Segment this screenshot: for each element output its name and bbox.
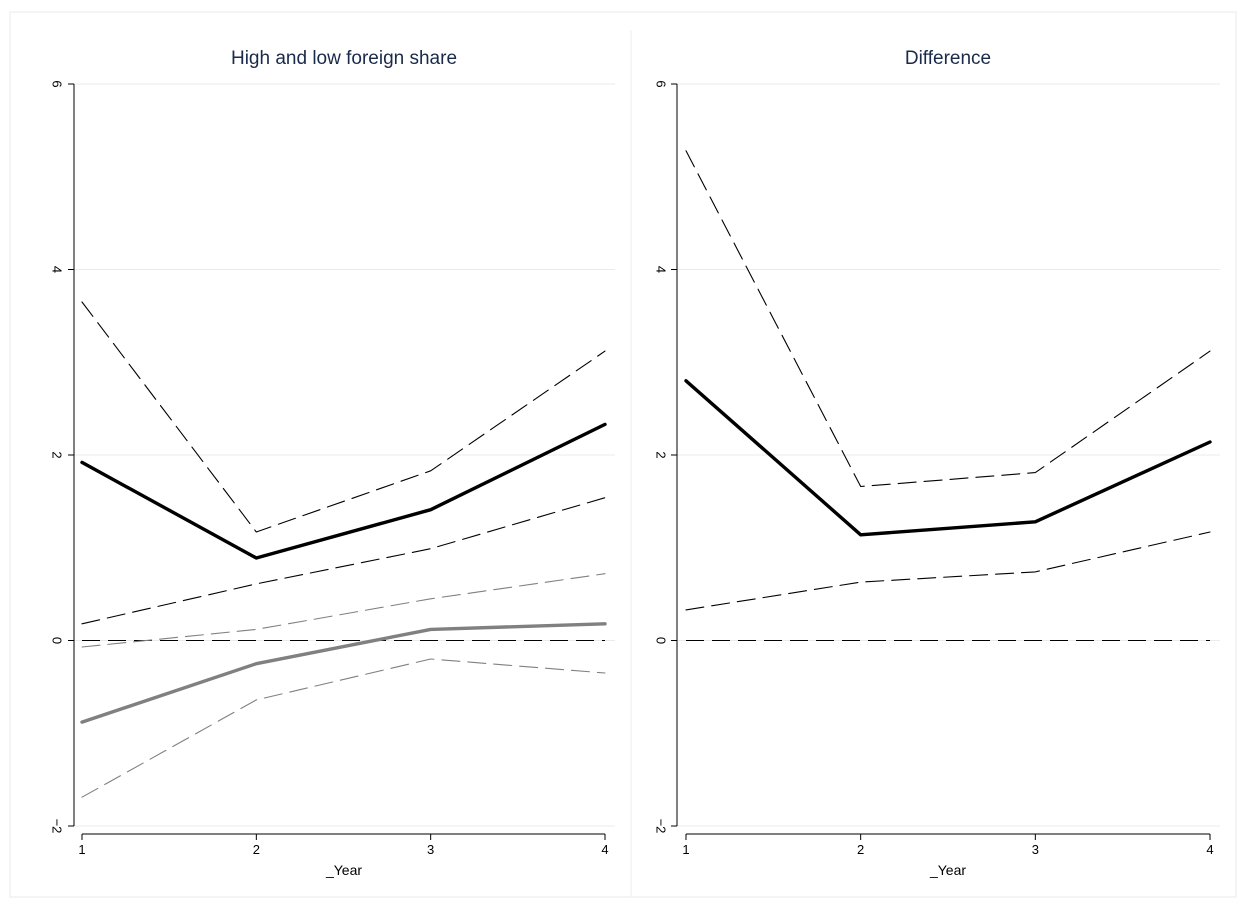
series-line xyxy=(81,573,606,648)
panel-title: High and low foreign share xyxy=(231,48,457,69)
x-tick-label: 1 xyxy=(682,842,689,857)
x-tick-label: 2 xyxy=(857,842,864,857)
y-tick-label: 0 xyxy=(50,637,65,644)
panel-difference: Difference _Year −2 0 2 4 6 1 2 3 4 xyxy=(654,48,1220,878)
y-tick-label: 4 xyxy=(50,266,65,273)
series-line xyxy=(80,422,607,560)
series-line xyxy=(80,622,607,724)
x-tick-label: 3 xyxy=(1032,842,1039,857)
y-tick-label: 4 xyxy=(654,266,669,273)
y-tick-label: 2 xyxy=(654,451,669,458)
y-tick-label: 0 xyxy=(654,637,669,644)
x-axis-label: _Year xyxy=(929,862,966,878)
series-line xyxy=(81,658,606,798)
y-tick-label: 6 xyxy=(654,80,669,87)
panel-high-low-foreign-share: High and low foreign share _Year −2 0 2 4 6 1… xyxy=(50,48,615,878)
series-line xyxy=(81,497,606,625)
series-line xyxy=(685,531,1211,611)
series-line xyxy=(684,379,1212,537)
y-tick-label: −2 xyxy=(50,819,65,834)
y-tick-label: 6 xyxy=(50,80,65,87)
series-line xyxy=(81,301,606,533)
x-tick-label: 4 xyxy=(601,842,608,857)
x-axis-label: _Year xyxy=(325,862,362,878)
x-tick-label: 2 xyxy=(253,842,260,857)
y-tick-label: −2 xyxy=(654,819,669,834)
panel-title: Difference xyxy=(905,48,991,69)
y-tick-label: 2 xyxy=(50,451,65,458)
x-tick-label: 4 xyxy=(1206,842,1213,857)
x-tick-label: 1 xyxy=(78,842,85,857)
series-line xyxy=(685,150,1211,488)
x-tick-label: 3 xyxy=(427,842,434,857)
